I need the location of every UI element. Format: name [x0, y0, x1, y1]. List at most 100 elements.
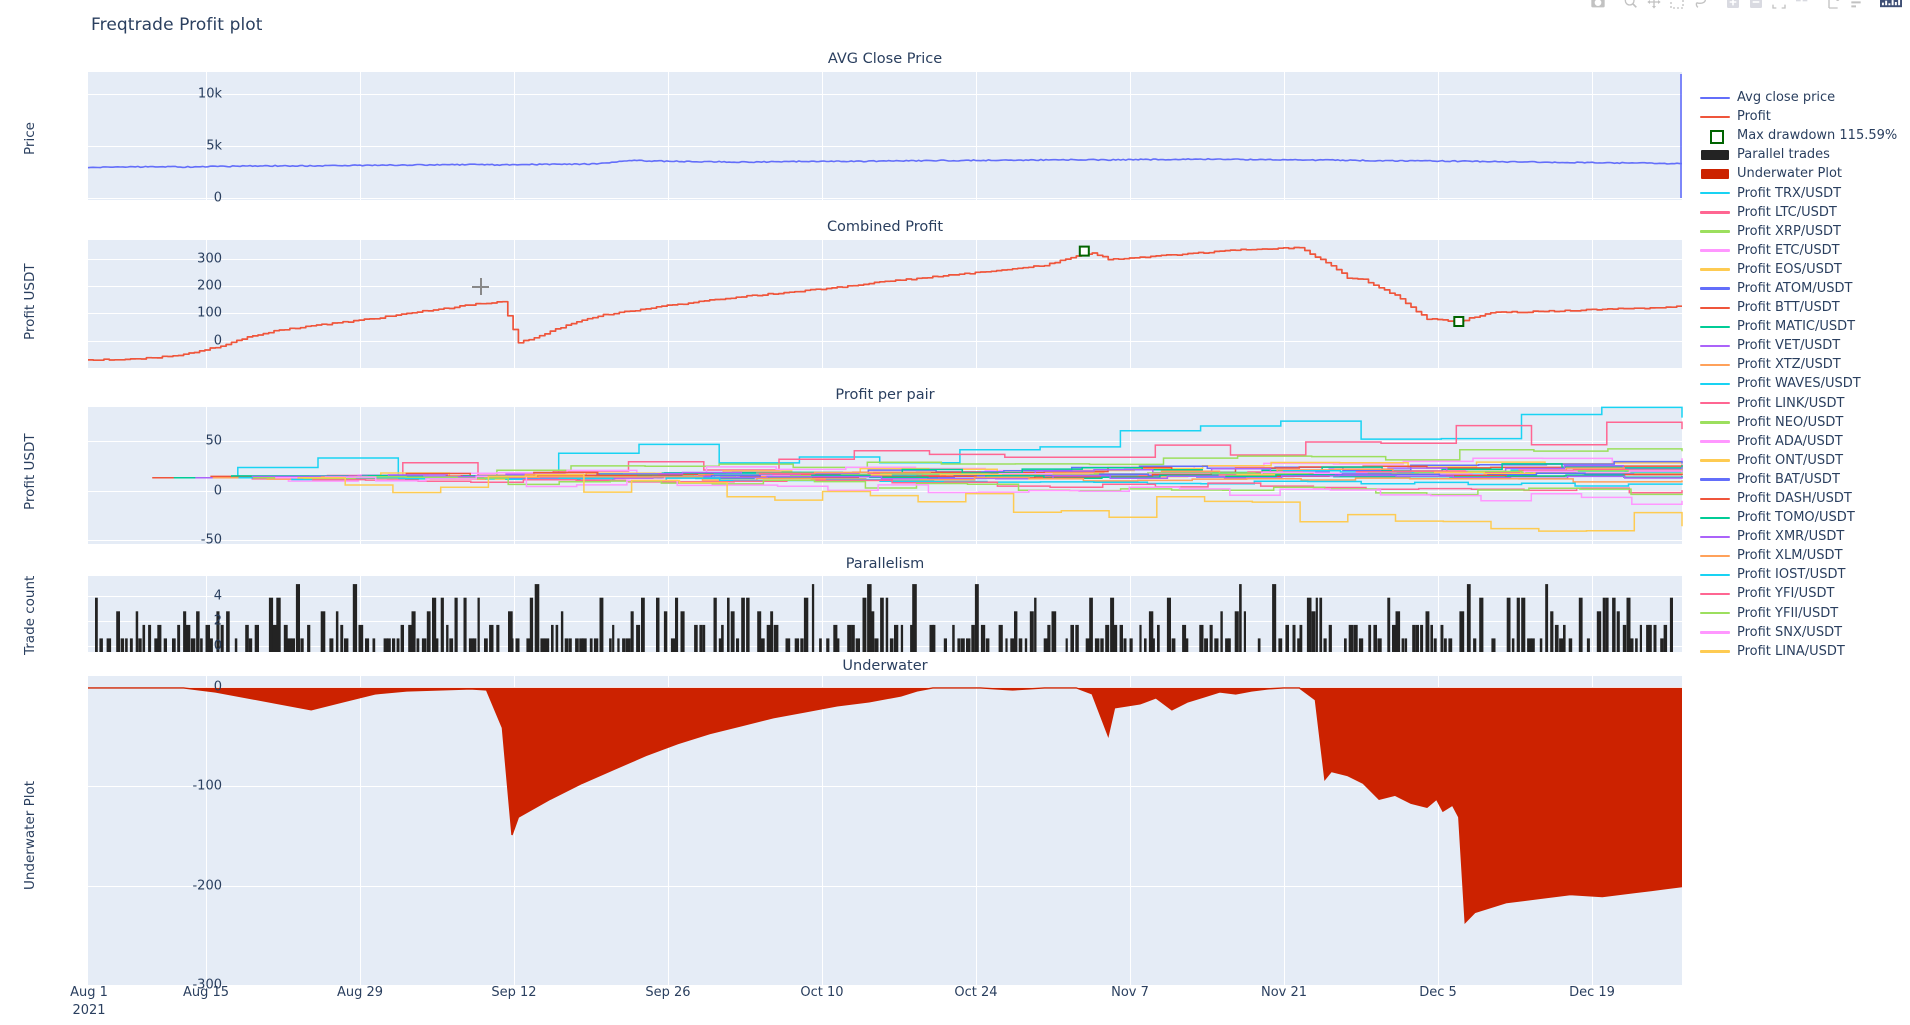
legend-item[interactable]: Profit XMR/USDT [1700, 527, 1908, 546]
ytick-price-5k: 5k [206, 138, 222, 154]
legend-item[interactable]: Profit [1700, 107, 1908, 126]
vgridline [514, 676, 515, 986]
vgridline [822, 676, 823, 986]
camera-icon[interactable] [1587, 0, 1609, 12]
modebar-group-logo [1880, 0, 1902, 12]
ytick-pair-neg50: -50 [200, 532, 222, 548]
legend-item[interactable]: Profit LINA/USDT [1700, 642, 1908, 661]
legend-item[interactable]: Profit XTZ/USDT [1700, 355, 1908, 374]
zoom-in-icon[interactable] [1722, 0, 1744, 12]
legend-swatch-bar-icon [1700, 148, 1730, 162]
gridline [88, 491, 1682, 492]
plotly-logo-icon[interactable] [1880, 0, 1902, 12]
legend-item[interactable]: Profit ATOM/USDT [1700, 279, 1908, 298]
vgridline [514, 240, 515, 368]
legend-item[interactable]: Profit ADA/USDT [1700, 432, 1908, 451]
gridline [88, 985, 1682, 986]
select-box-icon[interactable] [1666, 0, 1688, 12]
legend-item[interactable]: Profit ETC/USDT [1700, 241, 1908, 260]
legend-swatch-line-icon [1700, 415, 1730, 429]
ytick-profit-100: 100 [197, 305, 222, 321]
vgridline [360, 240, 361, 368]
legend-item[interactable]: Profit EOS/USDT [1700, 260, 1908, 279]
xtick: Nov 7 [1111, 985, 1149, 1000]
reset-axes-icon[interactable] [1791, 0, 1813, 12]
legend-item[interactable]: Profit XRP/USDT [1700, 222, 1908, 241]
legend-item[interactable]: Profit SNX/USDT [1700, 623, 1908, 642]
legend-label: Profit SNX/USDT [1737, 624, 1843, 640]
gridline [88, 94, 1682, 95]
subplot-avg-close-price[interactable] [87, 72, 1682, 200]
ytick-trades-4: 4 [213, 588, 222, 604]
legend-label: Avg close price [1737, 90, 1836, 106]
legend-item[interactable]: Profit LTC/USDT [1700, 203, 1908, 222]
legend-label: Profit MATIC/USDT [1737, 319, 1856, 335]
ylabel-underwater-plot: Underwater Plot [22, 780, 38, 890]
legend-item[interactable]: Profit VET/USDT [1700, 336, 1908, 355]
legend-item[interactable]: Profit TRX/USDT [1700, 183, 1908, 202]
legend-item[interactable]: Profit XLM/USDT [1700, 546, 1908, 565]
legend-label: Profit NEO/USDT [1737, 414, 1844, 430]
gridline [88, 886, 1682, 887]
legend-swatch-line-icon [1700, 530, 1730, 544]
xtick: Oct 24 [954, 985, 998, 1000]
vgridline [1592, 72, 1593, 200]
legend-item[interactable]: Profit YFI/USDT [1700, 584, 1908, 603]
subplot-combined-profit[interactable] [88, 240, 1682, 368]
subplot-profit-per-pair[interactable] [88, 406, 1683, 544]
legend-item[interactable]: Profit DASH/USDT [1700, 489, 1908, 508]
legend-swatch-line-icon [1700, 262, 1730, 276]
legend-label: Max drawdown 115.59% [1737, 128, 1898, 144]
zoom-out-icon[interactable] [1745, 0, 1767, 12]
legend-swatch-line-icon [1700, 358, 1730, 372]
legend-swatch-line-icon [1700, 205, 1730, 219]
vgridline [1284, 676, 1285, 986]
xtick: Dec 5 [1419, 985, 1457, 1000]
gridline [88, 286, 1682, 287]
hover-compare-icon[interactable] [1847, 0, 1869, 12]
legend-item[interactable]: Profit YFII/USDT [1700, 604, 1908, 623]
legend-item[interactable]: Underwater Plot [1700, 164, 1908, 183]
vgridline [976, 72, 977, 200]
legend-item[interactable]: Profit BAT/USDT [1700, 470, 1908, 489]
ytick-profit-300: 300 [197, 251, 222, 267]
legend-swatch-line-icon [1700, 339, 1730, 353]
pan-icon[interactable] [1643, 0, 1665, 12]
subplot-parallelism[interactable] [88, 576, 1682, 652]
legend-item[interactable]: Max drawdown 115.59% [1700, 126, 1908, 145]
legend-label: Profit ETC/USDT [1737, 242, 1840, 258]
legend-item[interactable]: Parallel trades [1700, 145, 1908, 164]
series-combined-profit [88, 245, 1682, 362]
legend-item[interactable]: Profit NEO/USDT [1700, 413, 1908, 432]
vgridline [668, 72, 669, 200]
legend-swatch-line-icon [1700, 606, 1730, 620]
subplot-underwater[interactable] [88, 676, 1683, 986]
ytick-pair-0: 0 [213, 483, 222, 499]
legend-item[interactable]: Profit IOST/USDT [1700, 565, 1908, 584]
zoom-icon[interactable] [1620, 0, 1642, 12]
legend-item[interactable]: Profit WAVES/USDT [1700, 374, 1908, 393]
vgridline [1284, 72, 1285, 200]
modebar-group-hover [1824, 0, 1869, 12]
legend-swatch-line-icon [1700, 320, 1730, 334]
legend-item[interactable]: Profit TOMO/USDT [1700, 508, 1908, 527]
x-axis[interactable]: Aug 1 2021 Aug 15 Aug 29 Sep 12 Sep 26 Oc… [70, 985, 1682, 1025]
legend-item[interactable]: Profit BTT/USDT [1700, 298, 1908, 317]
legend-label: Underwater Plot [1737, 166, 1843, 182]
legend[interactable]: Avg close price Profit Max drawdown 115.59… [1700, 88, 1908, 661]
legend-item[interactable]: Profit LINK/USDT [1700, 394, 1908, 413]
legend-label: Profit LINA/USDT [1737, 643, 1845, 659]
vgridline [360, 576, 361, 652]
legend-item[interactable]: Avg close price [1700, 88, 1908, 107]
legend-item[interactable]: Profit MATIC/USDT [1700, 317, 1908, 336]
autoscale-icon[interactable] [1768, 0, 1790, 12]
ytick-uw-neg200: -200 [192, 878, 222, 894]
legend-label: Profit EOS/USDT [1737, 261, 1842, 277]
plotly-modebar[interactable] [1578, 0, 1902, 13]
lasso-icon[interactable] [1689, 0, 1711, 12]
legend-item[interactable]: Profit ONT/USDT [1700, 451, 1908, 470]
ytick-uw-neg100: -100 [192, 778, 222, 794]
series-parallel-trades [95, 584, 1673, 652]
ytick-profit-0: 0 [213, 333, 222, 349]
spike-lines-icon[interactable] [1824, 0, 1846, 12]
